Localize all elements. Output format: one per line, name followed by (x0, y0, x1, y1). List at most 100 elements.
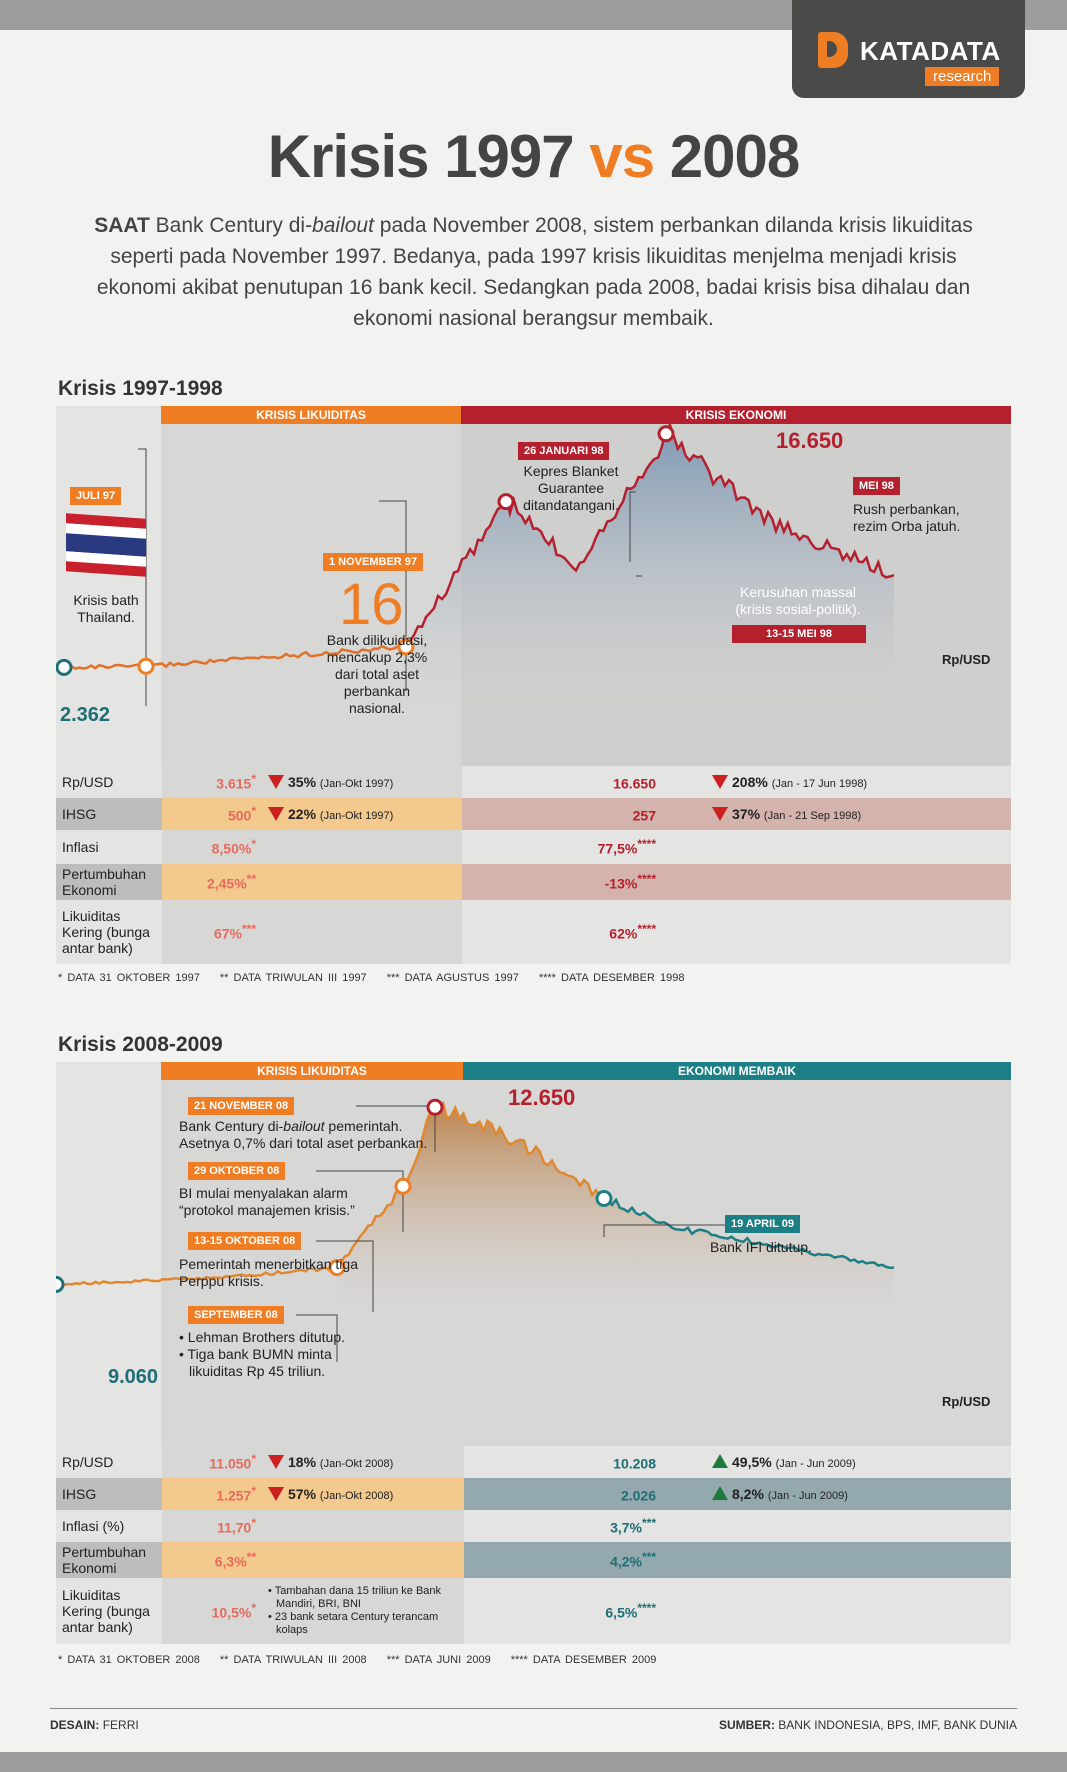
row-label: IHSG (62, 806, 97, 822)
event-nov97-date: 1 NOVEMBER 97 (323, 553, 424, 571)
value-1998-c: 77,5%**** (597, 837, 656, 857)
footer-design: DESAIN: FERRI (50, 1718, 139, 1732)
value-2008-d: 6,3%** (162, 1542, 262, 1578)
value-1998-a: 16.650 (613, 775, 656, 792)
event-apr09-text: Bank IFI ditutup. (710, 1239, 812, 1255)
thailand-flag-icon (66, 513, 146, 577)
series-area (337, 1103, 894, 1312)
row-label: Likuiditas Kering (bunga antar bank) (62, 1587, 150, 1635)
value-1997-a: 3.615* (162, 766, 262, 798)
leader-line (138, 448, 147, 706)
stats-row: Likuiditas Kering (bunga antar bank) 67%… (56, 900, 1011, 964)
brand-name: KATADATA (860, 36, 1001, 66)
stats-row: Likuiditas Kering (bunga antar bank) 10,… (56, 1578, 1011, 1644)
stats-row: Inflasi (%) 11,70* 3,7%*** (56, 1510, 1011, 1542)
bottom-bar (0, 1752, 1067, 1772)
change-1998-a: 208% (Jan - 17 Jun 1998) (662, 766, 1011, 798)
row-label: Rp/USD (62, 774, 114, 790)
band-ekonomi-membaik: EKONOMI MEMBAIK (463, 1062, 1011, 1080)
change-1997-b: 22% (Jan-Okt 1997) (262, 798, 462, 830)
value-2009-e: 6,5%**** (605, 1601, 656, 1621)
leader-line (629, 491, 636, 562)
stats-table-1997: Rp/USD 3.615* 35% (Jan-Okt 1997) 16.650 … (56, 766, 1011, 964)
unit-label-2008: Rp/USD (942, 1394, 991, 1409)
value-1997-d: 2,45%** (162, 864, 262, 900)
value-1997-c: 8,50%* (162, 830, 262, 864)
value-2008-a: 11.050* (162, 1446, 262, 1478)
row-label: Inflasi (62, 839, 99, 855)
leader-line (316, 1170, 404, 1232)
arrow-down-icon (712, 775, 728, 789)
data-point-marker (657, 425, 675, 443)
value-2009-c: 3,7%*** (610, 1516, 656, 1536)
series-line (401, 422, 895, 651)
value-1998-b: 257 (462, 798, 662, 830)
footer-divider (50, 1708, 1017, 1709)
page-title: Krisis 1997 vs 2008 (267, 123, 800, 190)
series-line (63, 644, 407, 671)
peak-2008-value: 12.650 (508, 1085, 576, 1110)
notes-2008: * DATA 31 OKTOBER 2008 ** DATA TRIWULAN I… (58, 1654, 657, 1666)
event-nov08-text: Bank Century di-bailout pemerintah. Asetn… (179, 1118, 428, 1151)
stats-row: IHSG 500* 22% (Jan-Okt 1997) 257 37% (Ja… (56, 798, 1011, 830)
event-mei98-date: MEI 98 (853, 477, 900, 495)
row-label: IHSG (62, 1486, 97, 1502)
stats-table-2008: Rp/USD 11.050* 18% (Jan-Okt 2008) 10.208… (56, 1446, 1011, 1644)
row-label: Rp/USD (62, 1454, 114, 1470)
value-1998-d: -13%**** (462, 864, 662, 900)
event-kerusuhan-date: 13-15 MEI 98 (732, 625, 866, 643)
event-jan98-text: Kepres Blanket Guarantee ditandatangani. (523, 463, 619, 513)
footer-source: SUMBER: BANK INDONESIA, BPS, IMF, BANK D… (718, 1718, 1017, 1732)
row-label: Likuiditas Kering (bunga antar bank) (62, 908, 150, 956)
arrow-down-icon (712, 807, 728, 821)
data-point-marker (394, 1177, 412, 1195)
brand-logo: KATADATA research (792, 0, 1025, 98)
stats-row: Rp/USD 11.050* 18% (Jan-Okt 2008) 10.208… (56, 1446, 1011, 1478)
data-point-marker (397, 638, 415, 656)
row-label: Pertumbuhan Ekonomi (62, 1544, 147, 1576)
event-apr09-date: 19 APRIL 09 (725, 1215, 800, 1233)
change-2008-b: 57% (Jan-Okt 2008) (262, 1478, 464, 1510)
value-2009-d: 4,2%*** (464, 1542, 662, 1578)
data-point-marker (497, 493, 515, 511)
start-value-1997: 2.362 (60, 704, 111, 726)
unit-label-1997: Rp/USD (942, 652, 991, 667)
value-1998-e: 62%**** (609, 922, 656, 942)
arrow-up-icon (712, 1454, 728, 1468)
leader-line (379, 500, 407, 691)
change-2009-b: 8,2% (Jan - Jun 2009) (662, 1478, 1011, 1510)
data-point-marker (595, 1190, 613, 1208)
arrow-down-icon (268, 775, 284, 789)
change-1997-a: 35% (Jan-Okt 1997) (262, 766, 462, 798)
band-krisis-likuiditas-1997: KRISIS LIKUIDITAS (161, 406, 461, 424)
data-point-marker (137, 657, 155, 675)
band-krisis-likuiditas-2008: KRISIS LIKUIDITAS (161, 1062, 463, 1080)
row-label: Pertumbuhan Ekonomi (62, 866, 147, 898)
event-nov97-text: Bank dilikuidasi, mencakup 2,3% dari tot… (326, 632, 428, 716)
arrow-down-icon (268, 1487, 284, 1501)
value-2009-a: 10.208 (613, 1455, 656, 1472)
value-1997-b: 500* (162, 798, 262, 830)
chart-1997: KRISIS LIKUIDITAS KRISIS EKONOMI JULI 97… (56, 406, 1011, 766)
event-jan98-date: 26 JANUARI 98 (518, 442, 610, 460)
arrow-down-icon (268, 807, 284, 821)
section-2008-title: Krisis 2008-2009 (58, 1033, 223, 1056)
data-point-marker (56, 1275, 65, 1293)
event-sep08-date: SEPTEMBER 08 (188, 1306, 284, 1324)
change-2008-a: 18% (Jan-Okt 2008) (262, 1446, 464, 1478)
value-2008-b: 1.257* (162, 1478, 262, 1510)
arrow-up-icon (712, 1486, 728, 1500)
start-value-2008: 9.060 (108, 1366, 159, 1388)
event-nov97-number: 16 (339, 572, 404, 637)
value-2009-b: 2.026 (464, 1478, 662, 1510)
event-oct08-date: 29 OKTOBER 08 (188, 1162, 286, 1180)
stats-row: IHSG 1.257* 57% (Jan-Okt 2008) 2.026 8,2… (56, 1478, 1011, 1510)
series-line (599, 1195, 895, 1270)
peak-1998-value: 16.650 (776, 428, 844, 453)
event-sep08-text: • Lehman Brothers ditutup. • Tiga bank BU… (179, 1329, 345, 1379)
event-mid-oct08-text: Pemerintah menerbitkan tiga Perppu krisi… (179, 1256, 358, 1289)
event-mid-oct08-date: 13-15 OKTOBER 08 (188, 1232, 302, 1250)
notes-1997: * DATA 31 OKTOBER 1997 ** DATA TRIWULAN I… (58, 972, 685, 984)
event-kerusuhan-text: Kerusuhan massal (krisis sosial-politik)… (735, 584, 861, 617)
value-2008-c: 11,70* (162, 1510, 262, 1542)
